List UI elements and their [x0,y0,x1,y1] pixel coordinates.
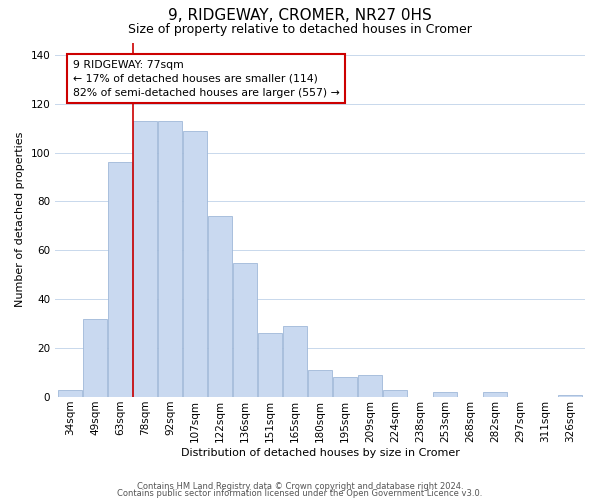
Bar [183,130,207,397]
X-axis label: Distribution of detached houses by size in Cromer: Distribution of detached houses by size … [181,448,460,458]
Text: Size of property relative to detached houses in Cromer: Size of property relative to detached ho… [128,22,472,36]
Text: 9 RIDGEWAY: 77sqm
← 17% of detached houses are smaller (114)
82% of semi-detache: 9 RIDGEWAY: 77sqm ← 17% of detached hous… [73,60,340,98]
Bar [383,390,407,397]
Y-axis label: Number of detached properties: Number of detached properties [15,132,25,308]
Bar [258,334,282,397]
Bar [283,326,307,397]
Bar [233,262,257,397]
Bar [558,394,582,397]
Text: Contains public sector information licensed under the Open Government Licence v3: Contains public sector information licen… [118,489,482,498]
Bar [208,216,232,397]
Text: 9, RIDGEWAY, CROMER, NR27 0HS: 9, RIDGEWAY, CROMER, NR27 0HS [168,8,432,22]
Bar [133,120,157,397]
Bar [108,162,132,397]
Bar [158,120,182,397]
Bar [83,319,107,397]
Bar [58,390,82,397]
Text: Contains HM Land Registry data © Crown copyright and database right 2024.: Contains HM Land Registry data © Crown c… [137,482,463,491]
Bar [483,392,507,397]
Bar [308,370,332,397]
Bar [433,392,457,397]
Bar [333,378,357,397]
Bar [358,375,382,397]
